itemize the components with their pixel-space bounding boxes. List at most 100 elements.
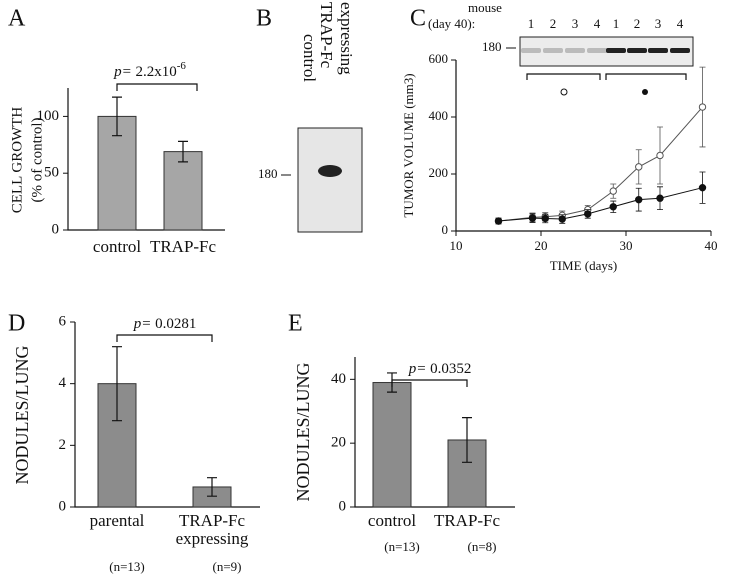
blot-band bbox=[648, 48, 668, 53]
significance-bracket bbox=[391, 379, 468, 387]
data-point bbox=[609, 203, 617, 211]
p-label: p= bbox=[408, 361, 427, 377]
y-tick-label: 0 bbox=[339, 498, 347, 514]
p-label: p= bbox=[133, 316, 152, 332]
y-tick-label: 600 bbox=[429, 51, 449, 66]
y-tick-label: 0 bbox=[52, 221, 60, 237]
p-label: p= bbox=[113, 64, 132, 80]
blot-band bbox=[606, 48, 626, 53]
bar bbox=[372, 382, 412, 508]
p-value: p= 0.0352 bbox=[408, 361, 472, 377]
blot-band bbox=[587, 48, 607, 53]
panel-letter: B bbox=[256, 6, 272, 32]
lane-label: 3 bbox=[572, 16, 579, 31]
x-tick-label: control bbox=[93, 237, 141, 256]
y-tick-label: 4 bbox=[59, 375, 67, 391]
significance-bracket bbox=[116, 83, 198, 91]
x-tick-label: TRAP-Fc bbox=[150, 237, 217, 256]
lane-label: 2 bbox=[550, 16, 557, 31]
y-tick-label: 0 bbox=[442, 222, 449, 237]
lane-label: TRAP-Fc bbox=[317, 2, 336, 69]
lane-label: 4 bbox=[594, 16, 601, 31]
y-tick-label: 400 bbox=[429, 108, 449, 123]
p-exponent: -6 bbox=[177, 60, 187, 72]
lane-label: control bbox=[300, 34, 319, 82]
y-tick-label: 0 bbox=[59, 498, 67, 514]
x-tick-label: TRAP-Fc bbox=[434, 511, 501, 530]
data-point bbox=[698, 103, 707, 111]
y-axis-label: (% of control) bbox=[29, 118, 45, 203]
data-point bbox=[528, 214, 537, 222]
n-label: (n=13) bbox=[384, 539, 420, 554]
data-point bbox=[541, 214, 549, 223]
x-tick-label: TRAP-Fc bbox=[179, 511, 246, 530]
n-label: (n=9) bbox=[213, 559, 242, 574]
error-bar bbox=[462, 417, 472, 463]
y-tick-label: 6 bbox=[59, 313, 67, 329]
y-tick-label: 200 bbox=[429, 165, 449, 180]
y-tick-label: 100 bbox=[37, 108, 60, 124]
blot bbox=[297, 127, 363, 233]
size-marker: 180 bbox=[258, 166, 278, 181]
data-point bbox=[635, 163, 643, 171]
data-point bbox=[558, 215, 566, 223]
blot-band bbox=[670, 48, 690, 53]
y-axis-label: NODULES/LUNG bbox=[12, 346, 32, 485]
y-axis-label: NODULES/LUNG bbox=[293, 363, 313, 502]
data-point bbox=[635, 195, 643, 204]
x-tick-label: 30 bbox=[620, 238, 633, 253]
y-axis-label: CELL GROWTH bbox=[9, 107, 25, 214]
lane-label: 3 bbox=[655, 16, 662, 31]
p-value: p= 0.0281 bbox=[133, 316, 197, 332]
x-tick-label: parental bbox=[90, 511, 145, 530]
bar bbox=[163, 151, 203, 231]
lane-label: 1 bbox=[528, 16, 535, 31]
lane-label: 2 bbox=[634, 16, 641, 31]
data-point bbox=[584, 210, 592, 218]
x-tick-label: 10 bbox=[450, 238, 463, 253]
inset-label: (day 40): bbox=[428, 16, 475, 31]
panel-letter: C bbox=[410, 6, 426, 32]
group-bracket bbox=[526, 73, 687, 80]
error-bar bbox=[178, 140, 188, 163]
n-label: (n=13) bbox=[109, 559, 145, 574]
panel-letter: A bbox=[8, 6, 26, 32]
blot-band bbox=[318, 165, 342, 177]
group-symbol-open bbox=[560, 88, 568, 96]
n-label: (n=8) bbox=[468, 539, 497, 554]
panel-letter: D bbox=[8, 311, 25, 337]
y-axis-label: TUMOR VOLUME (mm3) bbox=[401, 73, 416, 217]
x-tick-label: 20 bbox=[535, 238, 548, 253]
series-line bbox=[498, 106, 703, 222]
x-tick-label: 40 bbox=[705, 238, 718, 253]
error-bar bbox=[112, 346, 122, 422]
inset-label: mouse bbox=[468, 0, 502, 15]
size-marker: 180 bbox=[482, 39, 502, 54]
data-point bbox=[609, 187, 617, 195]
x-tick-label: expressing bbox=[176, 529, 249, 548]
error-bar bbox=[112, 96, 122, 137]
axis bbox=[455, 60, 711, 232]
data-point bbox=[698, 183, 707, 192]
lane-label: expressing bbox=[337, 2, 356, 75]
y-tick-label: 2 bbox=[59, 437, 67, 453]
y-tick-label: 40 bbox=[331, 371, 346, 387]
y-tick-label: 50 bbox=[44, 165, 59, 181]
panel-letter: E bbox=[288, 311, 303, 337]
blot-band bbox=[543, 48, 563, 53]
significance-bracket bbox=[116, 334, 213, 342]
x-tick-label: control bbox=[368, 511, 416, 530]
p-value-number: 0.0281 bbox=[151, 316, 196, 332]
error-bar bbox=[207, 477, 217, 497]
y-tick-label: 20 bbox=[331, 435, 346, 451]
blot-band bbox=[521, 48, 541, 53]
lane-label: 4 bbox=[677, 16, 684, 31]
group-symbol-filled bbox=[642, 89, 648, 95]
blot-band bbox=[565, 48, 585, 53]
p-value-number: 0.0352 bbox=[426, 361, 471, 377]
data-point bbox=[656, 194, 664, 202]
x-axis-label: TIME (days) bbox=[550, 258, 618, 273]
p-value-number: 2.2x10 bbox=[132, 64, 177, 80]
data-point bbox=[494, 217, 503, 225]
